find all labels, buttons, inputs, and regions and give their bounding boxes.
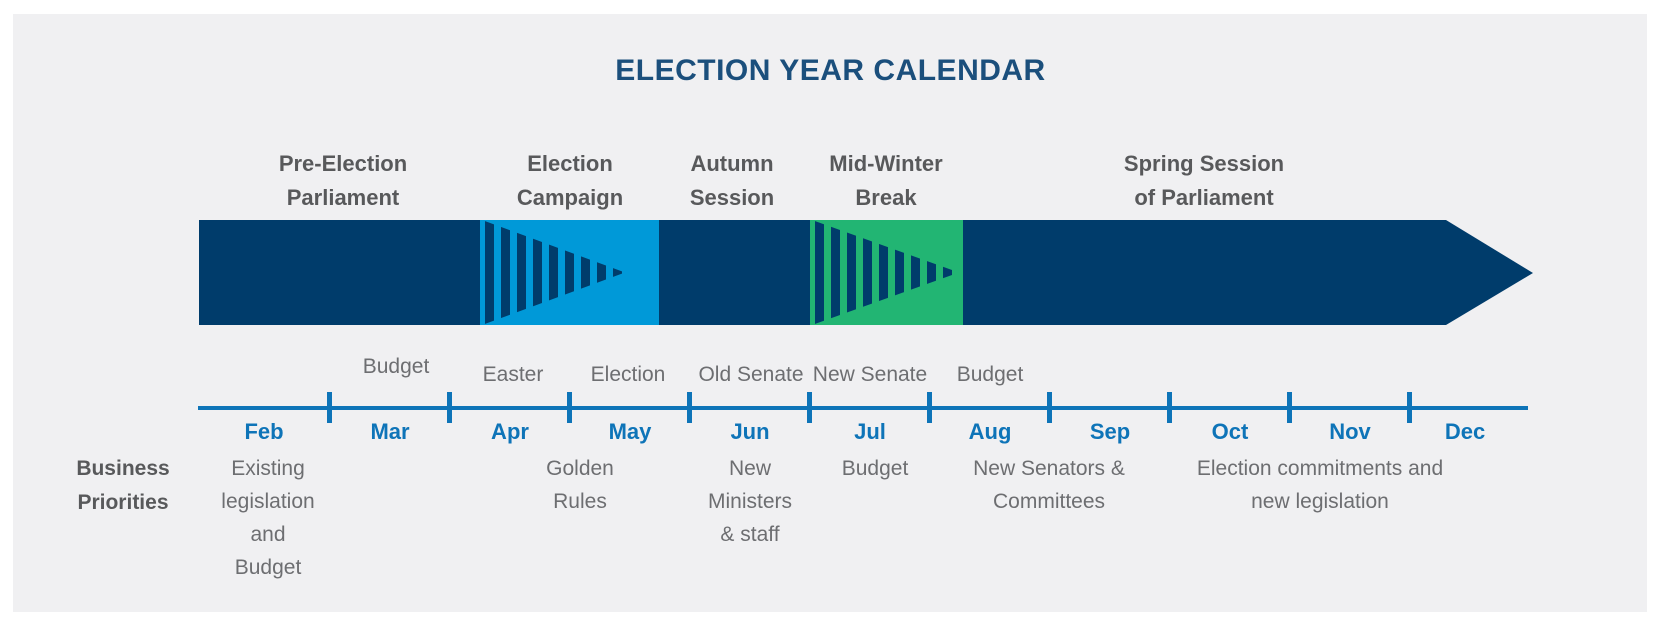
- event-label-election: Election: [590, 363, 666, 386]
- business-priorities-label: Business Priorities: [76, 457, 170, 514]
- priority-new-senators: New Senators & Committees: [973, 457, 1125, 513]
- phase-label-mid-winter-break: Mid-Winter Break: [829, 151, 943, 210]
- phase-label-pre-election-parliament: Pre-Election Parliament: [278, 151, 408, 210]
- event-label-new-senate: New Senate: [812, 363, 928, 386]
- segment-autumn-session: [659, 220, 810, 325]
- month-label-feb: Feb: [244, 419, 284, 444]
- axis-tick: [447, 392, 452, 423]
- axis-tick: [1407, 392, 1412, 423]
- segment-mid-winter-break: [810, 220, 963, 325]
- axis-tick: [687, 392, 692, 423]
- segment-spring-session: [963, 220, 1446, 325]
- month-label-may: May: [608, 419, 652, 444]
- month-label-oct: Oct: [1211, 419, 1249, 444]
- page-title: ELECTION YEAR CALENDAR: [615, 54, 1046, 87]
- month-label-jun: Jun: [730, 419, 770, 444]
- month-label-apr: Apr: [491, 419, 529, 444]
- phase-label-election-campaign: Election Campaign: [516, 151, 624, 210]
- event-label-budget-aug: Budget: [956, 363, 1024, 386]
- priority-existing-legislation: Existing legislation and Budget: [221, 457, 315, 579]
- striped-triangle-icon: [482, 220, 625, 325]
- month-label-nov: Nov: [1329, 419, 1371, 444]
- month-label-sep: Sep: [1089, 419, 1131, 444]
- event-label-easter: Easter: [482, 363, 544, 386]
- month-label-jul: Jul: [854, 419, 886, 444]
- axis-tick: [1047, 392, 1052, 423]
- timeline-arrowhead-icon: [1446, 220, 1533, 325]
- priority-election-commitments: Election commitments and new legislation: [1196, 457, 1444, 513]
- month-label-aug: Aug: [968, 419, 1012, 444]
- axis-tick: [327, 392, 332, 423]
- segment-election-campaign: [480, 220, 659, 325]
- axis-tick: [927, 392, 932, 423]
- month-label-mar: Mar: [370, 419, 410, 444]
- axis-tick: [567, 392, 572, 423]
- axis-tick: [1287, 392, 1292, 423]
- striped-triangle-icon: [812, 220, 959, 325]
- axis-tick: [807, 392, 812, 423]
- axis-tick: [1167, 392, 1172, 423]
- phase-label-autumn-session: Autumn Session: [689, 151, 775, 210]
- phase-label-spring-session: Spring Session of Parliament: [1123, 151, 1285, 210]
- segment-pre-election-parliament: [199, 220, 480, 325]
- month-label-dec: Dec: [1444, 419, 1486, 444]
- event-label-budget-mar: Budget: [362, 355, 430, 378]
- event-label-old-senate: Old Senate: [698, 363, 804, 386]
- priority-new-ministers: New Ministers & staff: [707, 457, 793, 546]
- priority-golden-rules: Golden Rules: [546, 457, 614, 513]
- priority-budget: Budget: [841, 457, 909, 480]
- month-axis-line: [198, 406, 1528, 410]
